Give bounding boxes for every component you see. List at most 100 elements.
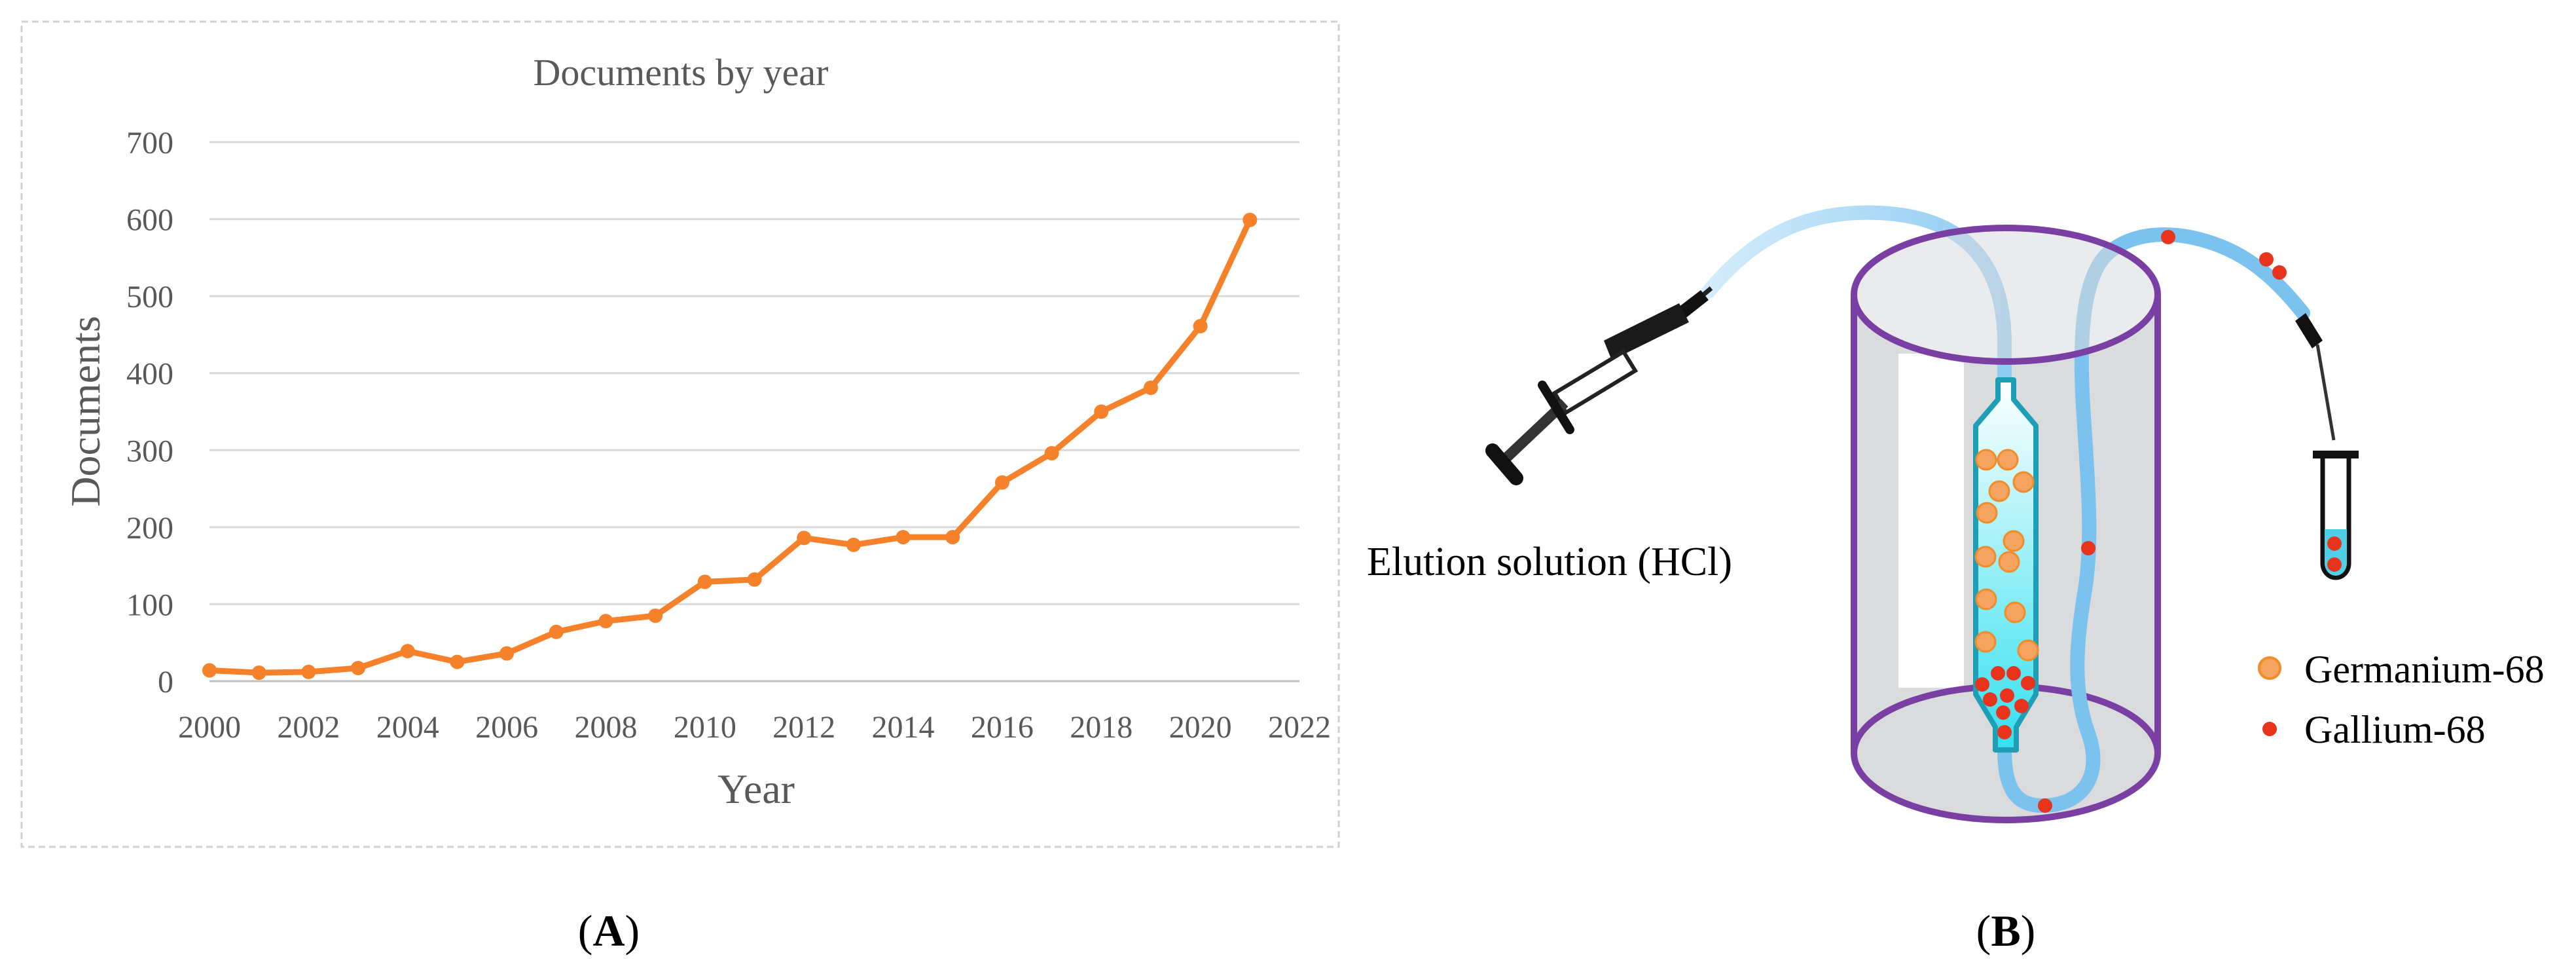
gallium-dot: [2272, 265, 2287, 280]
germanium-dot: [1975, 588, 1997, 610]
germanium-marker: [2258, 656, 2281, 680]
gallium-dot: [1997, 725, 2012, 739]
syringe-finger-flange: [1538, 381, 1574, 434]
data-point: [251, 665, 266, 681]
germanium-dot: [1974, 546, 1997, 568]
legend-item-gallium: Gallium-68: [2262, 708, 2486, 751]
x-tick-label: 2022: [1268, 710, 1331, 745]
data-point: [797, 531, 812, 546]
panel-a-label: (A): [578, 906, 640, 956]
legend-label-gallium: Gallium-68: [2304, 708, 2486, 751]
syringe-hub: [1676, 290, 1709, 320]
data-point: [301, 664, 316, 679]
germanium-dot: [1974, 631, 1997, 653]
data-point: [499, 646, 515, 661]
germanium-dot: [1988, 480, 2010, 502]
gallium-dot: [2327, 536, 2342, 551]
germanium-dot: [1997, 449, 2019, 471]
x-tick-label: 2006: [475, 710, 538, 745]
x-tick-label: 2010: [674, 710, 736, 745]
gallium-dot: [2038, 798, 2052, 813]
data-point: [202, 663, 217, 678]
panel-b-label: (B): [1976, 906, 2036, 956]
chart-title: Documents by year: [534, 51, 829, 94]
data-point: [648, 608, 663, 624]
chart-gridlines: [209, 141, 1299, 682]
germanium-dot: [2017, 639, 2039, 662]
x-tick-label: 2018: [1070, 710, 1133, 745]
gallium-particles-column: [1975, 666, 2035, 739]
gallium-dot: [2161, 230, 2175, 244]
data-point: [1044, 445, 1059, 460]
shield-highlight: [1898, 354, 1964, 688]
outlet-needle-hub: [2295, 313, 2323, 348]
panel-b: Elution solution (HCl) Germanium-68 Gall…: [1367, 205, 2545, 823]
series-line: [209, 218, 1253, 676]
legend-item-germanium: Germanium-68: [2258, 648, 2545, 691]
data-point: [1193, 318, 1208, 333]
data-point: [1094, 404, 1109, 419]
gallium-dot: [2259, 252, 2274, 267]
vial-cap: [2313, 451, 2359, 458]
data-point: [598, 614, 613, 629]
x-tick-label: 2008: [574, 710, 637, 745]
data-point: [1143, 381, 1158, 396]
collection-vial-assembly: [2295, 313, 2359, 580]
x-tick-label: 2004: [376, 710, 439, 745]
germanium-dot: [2003, 530, 2025, 552]
syringe-thumb-rest: [1485, 443, 1523, 485]
syringe: [1485, 286, 1713, 485]
x-tick-label: 2020: [1169, 710, 1232, 745]
gallium-dot: [1991, 666, 2005, 681]
gallium-dot: [1983, 692, 1997, 707]
legend-label-germanium: Germanium-68: [2304, 648, 2545, 691]
gallium-marker: [2262, 722, 2277, 736]
gallium-dot: [2000, 688, 2014, 703]
x-tick-label: 2012: [772, 710, 835, 745]
data-point: [994, 475, 1009, 490]
y-tick-label: 700: [126, 126, 173, 160]
y-tick-label: 300: [126, 434, 173, 468]
syringe-barrel: [1604, 303, 1689, 360]
chart-frame: [20, 20, 1340, 848]
gallium-dot: [1975, 677, 1989, 692]
data-point: [1243, 212, 1258, 227]
y-axis-ticks: 0 100 200 300 400 500 600 700: [126, 126, 173, 700]
data-point: [945, 530, 960, 545]
data-point: [846, 537, 861, 552]
data-point: [697, 574, 712, 589]
germanium-dot: [1976, 502, 1998, 524]
x-axis-ticks: 2000 2002 2004 2006 2008 2010 2012 2014 2016 2018…: [178, 710, 1331, 745]
gallium-dot: [1996, 705, 2010, 720]
germanium-dot: [2004, 601, 2026, 624]
x-tick-label: 2014: [872, 710, 935, 745]
y-tick-label: 600: [126, 203, 173, 238]
gallium-dot: [2014, 699, 2029, 713]
elution-solution-label: Elution solution (HCl): [1367, 540, 1732, 584]
germanium-particles: [1974, 449, 2039, 662]
outlet-needle: [2315, 344, 2336, 441]
x-axis-label: Year: [717, 766, 795, 812]
data-point: [747, 572, 762, 587]
germanium-dot: [1975, 449, 1997, 471]
y-tick-label: 100: [126, 588, 173, 622]
shield-top-ellipse: [1851, 225, 2161, 365]
data-point: [450, 654, 465, 669]
x-tick-label: 2000: [178, 710, 241, 745]
y-tick-label: 200: [126, 511, 173, 546]
y-tick-label: 500: [126, 280, 173, 314]
gallium-dot: [2081, 541, 2095, 555]
outlet-tubing: [1997, 227, 2310, 813]
chart-series: [202, 212, 1258, 681]
y-tick-label: 400: [126, 357, 173, 392]
elution-column: [1973, 377, 2039, 753]
data-point: [896, 530, 911, 545]
data-point: [400, 644, 415, 659]
gallium-particles-tubing: [2038, 230, 2287, 813]
x-tick-label: 2002: [277, 710, 340, 745]
y-tick-label: 0: [158, 665, 173, 700]
gallium-dot: [2006, 666, 2021, 681]
data-point: [549, 624, 564, 639]
data-point: [351, 661, 366, 676]
